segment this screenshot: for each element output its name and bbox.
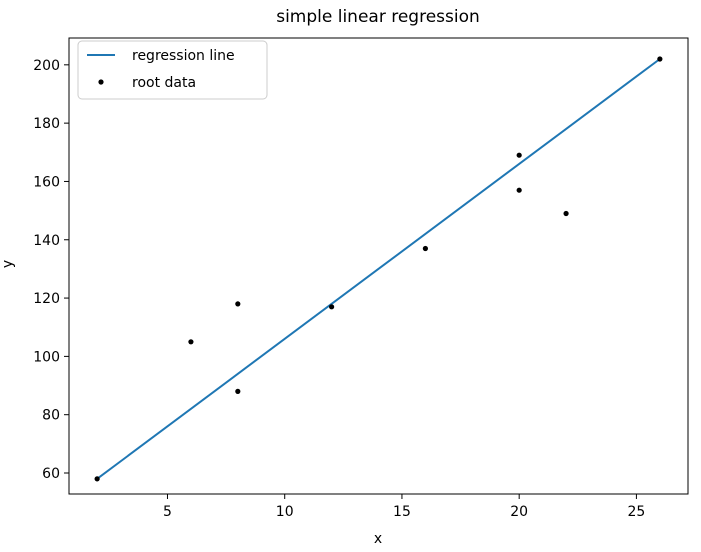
x-tick-label: 25 xyxy=(628,504,646,520)
x-tick-label: 15 xyxy=(393,504,411,520)
y-tick-label: 80 xyxy=(42,408,60,424)
data-point xyxy=(516,152,522,158)
legend-frame xyxy=(77,40,268,100)
data-point xyxy=(235,388,241,394)
y-tick-label: 160 xyxy=(33,174,60,190)
x-tick-label: 20 xyxy=(510,504,528,520)
data-point xyxy=(188,339,194,345)
legend: regression line root data xyxy=(77,40,268,100)
y-tick-label: 120 xyxy=(33,291,60,307)
x-tick-label: 5 xyxy=(163,504,172,520)
chart-title: simple linear regression xyxy=(276,7,480,27)
data-point xyxy=(422,245,428,252)
regression-line xyxy=(96,58,661,480)
plot-area xyxy=(68,37,689,495)
x-tick-label: 10 xyxy=(276,504,294,520)
data-point xyxy=(235,301,241,307)
data-point xyxy=(516,187,522,193)
y-axis-label: y xyxy=(0,260,16,268)
y-axis: 60 80 100 120 140 160 180 200 xyxy=(33,58,69,482)
y-tick-label: 200 xyxy=(33,58,60,74)
data-point xyxy=(657,56,663,62)
legend-marker-root-data xyxy=(98,79,104,85)
series-layer xyxy=(94,56,663,482)
legend-label-root-data: root data xyxy=(132,75,196,91)
legend-label-regression-line: regression line xyxy=(132,48,235,64)
data-point xyxy=(563,210,569,217)
x-axis: 5 10 15 20 25 xyxy=(163,494,645,520)
y-tick-label: 180 xyxy=(33,116,60,132)
data-point xyxy=(329,304,335,310)
y-tick-label: 60 xyxy=(42,466,60,482)
y-tick-label: 140 xyxy=(33,233,60,249)
y-tick-label: 100 xyxy=(33,349,60,365)
data-point xyxy=(94,476,100,482)
x-axis-label: x xyxy=(374,531,382,547)
